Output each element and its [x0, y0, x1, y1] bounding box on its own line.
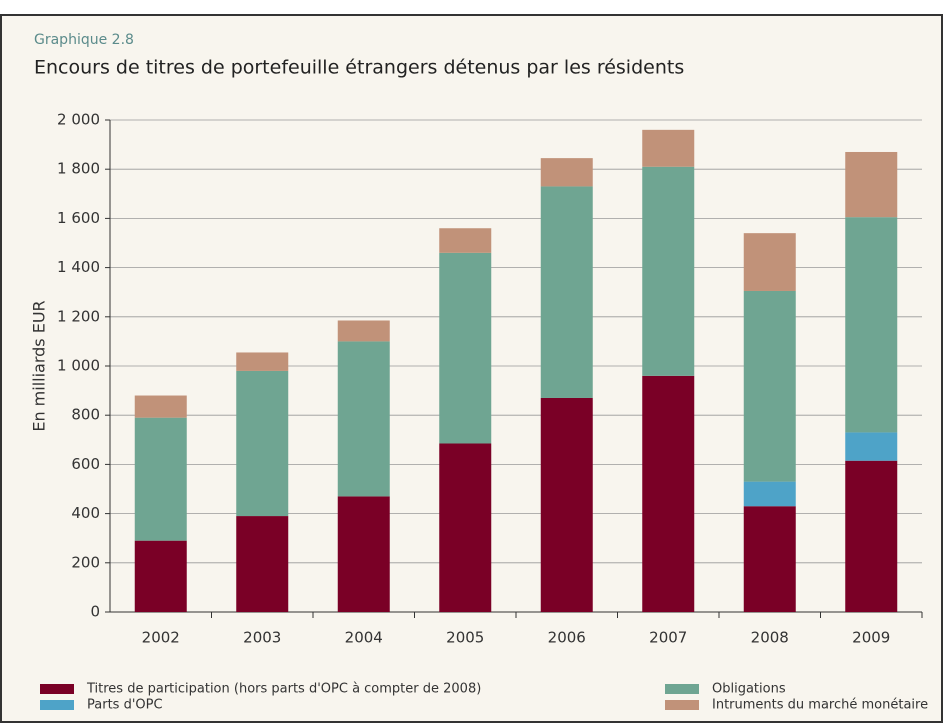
x-tick-label: 2009: [852, 629, 890, 647]
y-tick-label: 1 600: [57, 209, 100, 227]
y-tick-label: 400: [71, 504, 100, 522]
bar-segment: [540, 158, 593, 187]
bar-segment: [540, 186, 593, 398]
y-tick-label: 1 400: [57, 258, 100, 276]
bar-segment: [236, 370, 289, 517]
bar-segment: [134, 540, 187, 612]
legend-label: Obligations: [712, 682, 786, 697]
legend-swatch: [40, 684, 74, 694]
y-tick-label: 1 200: [57, 307, 100, 325]
bar-segment: [337, 320, 390, 342]
chart-header: Graphique 2.8: [34, 32, 134, 48]
legend-swatch: [665, 684, 699, 694]
bar-segment: [236, 516, 289, 612]
chart-title: Encours de titres de portefeuille étrang…: [34, 57, 684, 79]
bar-segment: [743, 290, 796, 482]
x-tick-label: 2006: [548, 629, 586, 647]
bar-segment: [439, 228, 492, 253]
bar-segment: [337, 341, 390, 497]
x-tick-label: 2004: [345, 629, 383, 647]
bar-segment: [642, 375, 695, 612]
legend-swatch: [665, 700, 699, 710]
bar-segment: [845, 151, 898, 218]
y-tick-label: 600: [71, 455, 100, 473]
bar-segment: [134, 395, 187, 418]
y-tick-label: 1 800: [57, 160, 100, 178]
bar-segment: [236, 352, 289, 371]
bar-segment: [845, 217, 898, 433]
bar-segment: [439, 252, 492, 444]
y-tick-label: 2 000: [57, 111, 100, 129]
y-tick-label: 200: [71, 553, 100, 571]
legend-label: Parts d'OPC: [87, 698, 163, 713]
bar-segment: [743, 481, 796, 507]
bar-segment: [845, 460, 898, 612]
bar-segment: [540, 397, 593, 612]
bar-segment: [439, 443, 492, 612]
x-tick-label: 2002: [142, 629, 180, 647]
bar-segment: [743, 233, 796, 291]
bar-segment: [642, 129, 695, 167]
bar-segment: [642, 166, 695, 376]
bar-segment: [845, 432, 898, 461]
bar-segment: [134, 417, 187, 541]
x-tick-label: 2008: [751, 629, 789, 647]
y-tick-label: 1 000: [57, 357, 100, 375]
x-tick-label: 2003: [243, 629, 281, 647]
bar-segment: [337, 496, 390, 612]
legend-swatch: [40, 700, 74, 710]
y-tick-label: 800: [71, 406, 100, 424]
x-tick-label: 2005: [446, 629, 484, 647]
y-tick-label: 0: [90, 603, 100, 621]
legend-label: Intruments du marché monétaire: [712, 698, 928, 713]
bar-segment: [743, 506, 796, 612]
y-axis-label: En milliards EUR: [30, 300, 49, 431]
x-tick-label: 2007: [649, 629, 687, 647]
legend-label: Titres de participation (hors parts d'OP…: [86, 682, 481, 697]
